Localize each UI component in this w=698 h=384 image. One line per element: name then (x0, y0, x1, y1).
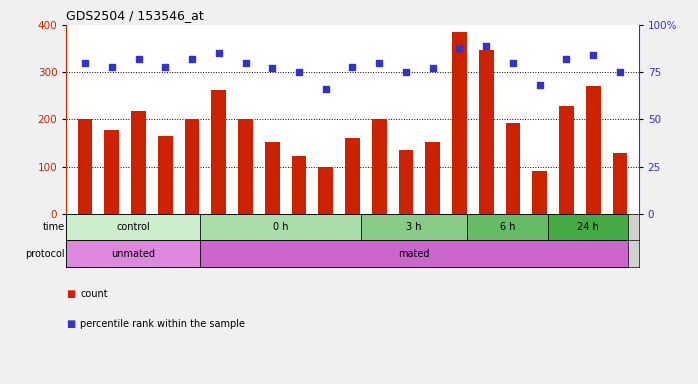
Text: 6 h: 6 h (500, 222, 515, 232)
Text: control: control (117, 222, 150, 232)
Point (481, 43, 492, 49)
Bar (505, 123, 520, 214)
Point (534, 83, 545, 89)
Point (401, 69, 412, 75)
Point (160, 63, 171, 70)
Text: count: count (80, 289, 108, 299)
Bar (372, 119, 387, 214)
Bar (533, 171, 547, 214)
Text: mated: mated (399, 249, 430, 259)
Text: 0 h: 0 h (272, 222, 288, 232)
Bar (452, 32, 467, 214)
Text: time: time (43, 222, 65, 232)
Point (588, 52, 599, 58)
Bar (211, 90, 226, 214)
Bar (468, 214, 548, 240)
Bar (318, 167, 333, 214)
Bar (292, 156, 306, 214)
Point (507, 60, 519, 66)
Point (80, 60, 91, 66)
Bar (613, 152, 628, 214)
Text: unmated: unmated (111, 249, 155, 259)
Point (240, 60, 251, 66)
Bar (586, 86, 600, 214)
Bar (265, 142, 280, 214)
Text: percentile rank within the sample: percentile rank within the sample (80, 319, 245, 329)
Point (373, 60, 385, 66)
Bar (425, 142, 440, 214)
Text: 3 h: 3 h (406, 222, 422, 232)
Point (293, 69, 304, 75)
Point (454, 45, 465, 51)
Bar (559, 106, 574, 214)
Bar (158, 136, 172, 214)
Bar (345, 138, 360, 214)
Bar (360, 214, 468, 240)
Point (106, 63, 117, 70)
Bar (66, 240, 200, 267)
Text: protocol: protocol (25, 249, 65, 259)
Bar (105, 130, 119, 214)
Bar (200, 214, 360, 240)
Point (347, 63, 358, 70)
Bar (200, 240, 628, 267)
Point (186, 56, 198, 62)
Point (561, 56, 572, 62)
Bar (185, 119, 200, 214)
Text: ■: ■ (66, 289, 75, 299)
Bar (66, 214, 200, 240)
Text: ■: ■ (66, 319, 75, 329)
Bar (399, 150, 413, 214)
Bar (238, 119, 253, 214)
Point (320, 86, 332, 92)
Point (213, 50, 224, 56)
Bar (77, 119, 92, 214)
Point (427, 65, 438, 71)
Point (614, 69, 625, 75)
Bar (548, 214, 628, 240)
Bar (131, 111, 146, 214)
Point (267, 65, 278, 71)
Bar (479, 50, 493, 214)
Text: GDS2504 / 153546_at: GDS2504 / 153546_at (66, 9, 204, 22)
Text: 24 h: 24 h (577, 222, 599, 232)
Point (133, 56, 144, 62)
